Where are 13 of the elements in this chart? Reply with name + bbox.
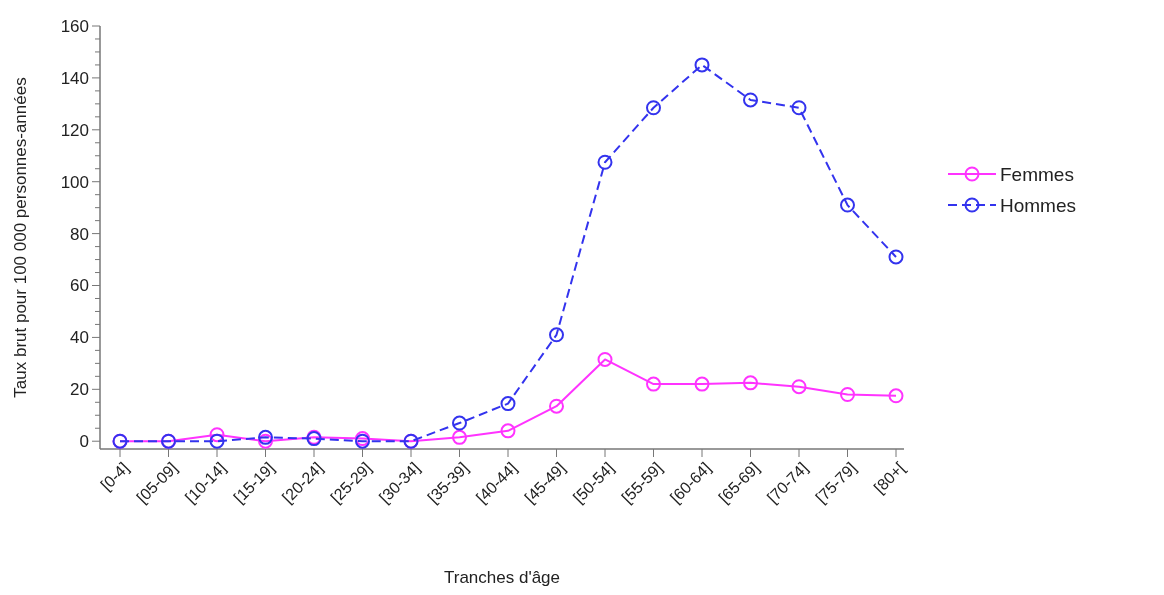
x-axis-title: Tranches d'âge bbox=[443, 568, 561, 587]
y-tick-label: 40 bbox=[70, 328, 89, 348]
y-tick-label: 80 bbox=[70, 224, 89, 244]
y-tick-label: 20 bbox=[70, 380, 89, 400]
y-tick-label: 120 bbox=[60, 120, 89, 140]
y-tick-label: 140 bbox=[60, 68, 89, 88]
legend-label: Hommes bbox=[1000, 194, 1077, 216]
y-tick-label: 60 bbox=[70, 276, 89, 296]
y-tick-label: 100 bbox=[60, 172, 89, 192]
y-axis-title: Taux brut pour 100 000 personnes-années bbox=[11, 77, 30, 398]
y-tick-label: 0 bbox=[79, 432, 89, 452]
y-tick-label: 160 bbox=[60, 16, 89, 36]
legend-label: Femmes bbox=[1000, 163, 1074, 185]
